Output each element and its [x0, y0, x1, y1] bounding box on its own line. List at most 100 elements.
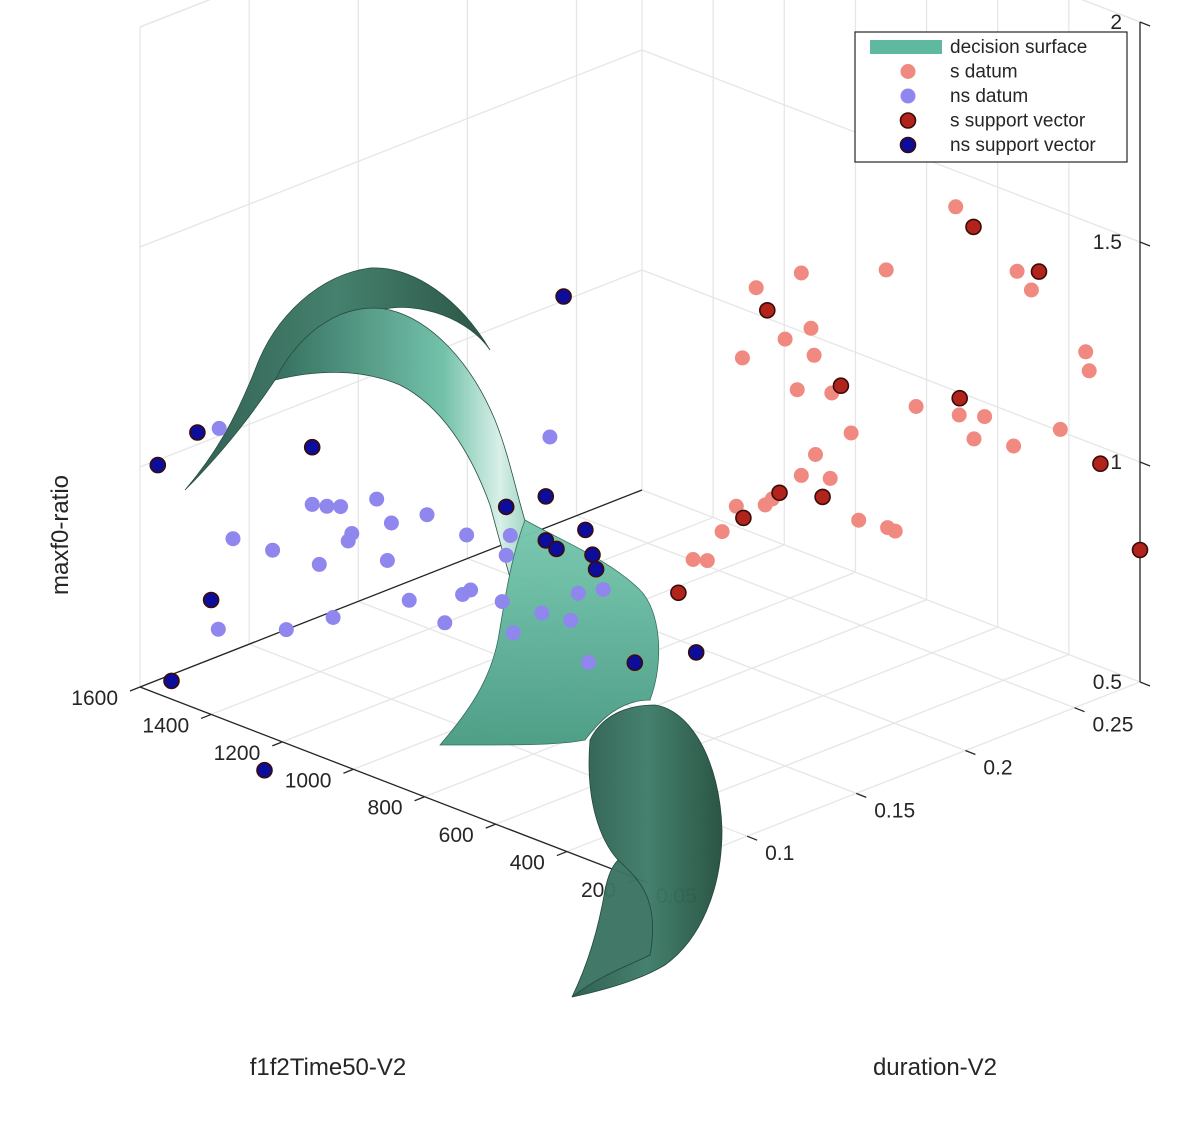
support-vector-point	[758, 301, 776, 319]
datum-point	[789, 382, 805, 398]
datum-point	[419, 507, 435, 523]
y-tick-mark	[1074, 707, 1085, 713]
datum-point	[211, 420, 227, 436]
x-tick-mark	[556, 850, 568, 857]
datum-point	[948, 199, 964, 215]
datum-point	[581, 655, 596, 670]
support-vector-point	[626, 654, 644, 672]
support-vector-point	[577, 521, 594, 539]
support-vector-point	[303, 438, 321, 456]
x-tick-label: 1000	[285, 769, 332, 792]
support-vector-point	[735, 509, 752, 527]
datum-point	[534, 605, 550, 621]
datum-point	[851, 512, 867, 528]
support-vector-point	[202, 591, 220, 609]
x-tick-mark	[200, 713, 212, 720]
support-vector-point	[548, 540, 565, 558]
x-tick-label: 1200	[214, 742, 261, 765]
datum-point	[699, 553, 715, 569]
datum-point	[502, 528, 518, 543]
z-tick-label: 2	[1110, 11, 1122, 34]
legend-swatch-surface	[870, 40, 942, 54]
grid-line	[139, 0, 1141, 28]
y-tick-mark	[965, 749, 976, 756]
datum-point	[401, 592, 417, 608]
datum-point	[793, 467, 809, 483]
datum-point	[793, 265, 809, 281]
x-tick-label: 800	[368, 797, 403, 820]
x-axis-label: f1f2Time50-V2	[250, 1054, 407, 1081]
grid-line	[641, 489, 1141, 683]
legend-label: ns support vector	[950, 135, 1096, 156]
datum-point	[563, 612, 579, 628]
datum-point	[333, 499, 349, 515]
x-tick-mark	[272, 741, 283, 747]
grid-line	[1081, 0, 1141, 23]
datum-point	[808, 447, 823, 462]
y-tick-mark	[856, 792, 867, 798]
x-tick-mark	[414, 796, 425, 802]
datum-point	[225, 531, 241, 547]
z-tick-mark	[1139, 681, 1151, 687]
datum-point	[463, 582, 479, 598]
x-tick-label: 1400	[142, 714, 189, 737]
legend-marker	[899, 136, 917, 154]
datum-point	[325, 610, 341, 625]
datum-point	[383, 515, 399, 531]
datum-point	[734, 350, 750, 366]
grid-line	[576, 515, 1075, 709]
datum-point	[505, 625, 521, 641]
datum-point	[908, 399, 924, 414]
datum-point	[265, 542, 281, 558]
legend-marker	[900, 64, 916, 79]
datum-point	[714, 524, 730, 540]
datum-point	[843, 425, 859, 441]
datum-point	[459, 527, 475, 543]
support-vector-point	[951, 389, 969, 407]
datum-point	[379, 553, 395, 568]
datum-point	[878, 262, 894, 278]
support-vector-point	[555, 288, 572, 305]
y-tick-label: 0.25	[1093, 714, 1134, 737]
support-vector-point	[1030, 263, 1048, 280]
z-axis-label: maxf0-ratio	[47, 475, 74, 595]
support-vector-point	[537, 532, 555, 549]
datum-point	[278, 622, 294, 638]
support-vector-point	[832, 377, 850, 395]
legend-label: s datum	[950, 62, 1018, 83]
x-tick-mark	[129, 686, 141, 692]
datum-point	[803, 320, 819, 336]
datum-point	[887, 523, 903, 539]
support-vector-point	[163, 672, 180, 690]
datum-point	[748, 280, 764, 296]
datum-point	[311, 556, 327, 572]
support-vector-point	[584, 546, 601, 564]
datum-point	[1006, 438, 1022, 454]
z-tick-label: 1.5	[1093, 231, 1122, 254]
datum-point	[304, 496, 320, 512]
x-tick-mark	[343, 768, 354, 774]
datum-point	[1078, 344, 1094, 360]
scatter-points	[149, 199, 1149, 779]
datum-point	[498, 547, 514, 563]
datum-point	[319, 498, 335, 514]
legend-label: ns datum	[950, 86, 1028, 107]
x-tick-label: 600	[439, 824, 474, 847]
support-vector-point	[1092, 455, 1109, 473]
support-vector-point	[587, 560, 605, 578]
grid-line	[210, 516, 714, 716]
grid-line	[495, 626, 998, 825]
y-axis-label: duration-V2	[873, 1054, 997, 1081]
axes	[139, 22, 1141, 880]
surface-front-edge	[571, 859, 654, 998]
decision-surface	[184, 267, 723, 998]
support-vector-point	[149, 456, 167, 474]
x-axis-line	[139, 686, 639, 880]
datum-point	[1023, 282, 1039, 298]
legend-label: decision surface	[950, 37, 1087, 58]
datum-point	[1081, 363, 1097, 379]
support-vector-point	[814, 488, 831, 506]
datum-point	[210, 621, 226, 637]
y-tick-label: 0.15	[874, 799, 915, 822]
